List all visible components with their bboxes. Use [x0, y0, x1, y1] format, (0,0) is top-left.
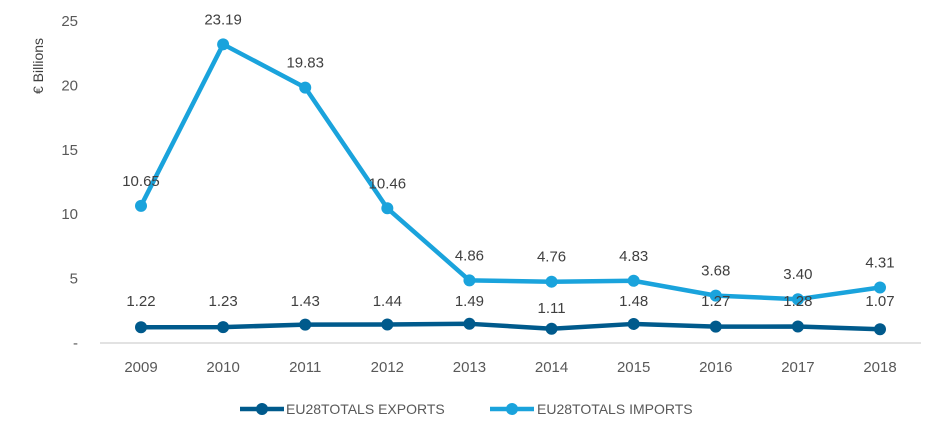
data-label-imports: 3.40: [783, 266, 812, 283]
y-axis-ticks: - 5 10 15 20 25: [61, 13, 78, 352]
data-point-exports: [135, 321, 147, 334]
legend-label: EU28TOTALS IMPORTS: [537, 401, 693, 417]
data-point-exports: [217, 321, 230, 334]
data-label-exports: 1.49: [455, 293, 484, 310]
data-label-imports: 4.86: [455, 247, 484, 264]
x-tick-label: 2011: [289, 359, 321, 376]
data-label-imports: 23.19: [204, 11, 242, 28]
data-label-exports: 1.43: [291, 293, 320, 310]
data-point-exports: [545, 322, 558, 335]
data-point-exports: [381, 318, 394, 331]
data-label-exports: 1.22: [126, 293, 155, 310]
data-point-exports: [791, 320, 804, 333]
x-tick-label: 2009: [124, 359, 157, 376]
data-label-imports: 10.46: [369, 175, 407, 192]
data-point-exports: [874, 323, 886, 336]
data-point-imports: [709, 289, 722, 302]
x-tick-label: 2010: [206, 359, 239, 376]
y-tick-label: 5: [70, 271, 78, 288]
data-point-exports: [709, 320, 722, 333]
legend-marker-icon: [256, 403, 268, 415]
data-label-imports: 4.31: [865, 254, 894, 271]
data-point-exports: [627, 317, 640, 330]
y-tick-label: 25: [61, 13, 78, 30]
x-tick-label: 2012: [371, 359, 404, 376]
series-line-imports: [138, 42, 881, 302]
data-point-exports: [463, 317, 476, 330]
data-label-exports: 1.48: [619, 293, 648, 310]
y-tick-label: 15: [61, 142, 78, 159]
data-point-exports: [299, 318, 312, 331]
legend: EU28TOTALS EXPORTS EU28TOTALS IMPORTS: [240, 401, 693, 417]
data-label-exports: 1.44: [373, 293, 402, 310]
data-label-exports: 1.07: [865, 293, 894, 310]
series-line-exports: [140, 321, 881, 332]
x-tick-label: 2018: [863, 359, 896, 376]
x-tick-label: 2014: [535, 359, 568, 376]
legend-marker-icon: [506, 403, 518, 415]
data-point-imports: [874, 281, 886, 294]
x-tick-label: 2015: [617, 359, 650, 376]
data-point-imports: [791, 293, 804, 306]
data-label-imports: 4.76: [537, 249, 566, 266]
legend-item-imports: EU28TOTALS IMPORTS: [490, 401, 693, 417]
data-point-imports: [135, 199, 147, 212]
y-tick-label: 20: [61, 77, 78, 94]
x-tick-label: 2017: [781, 359, 814, 376]
x-axis-ticks: 2009 2010 2011 2012 2013 2014 2015 2016 2017 2018: [124, 359, 896, 376]
data-point-imports: [463, 274, 476, 287]
y-tick-label: 10: [61, 206, 78, 223]
data-point-imports: [627, 274, 640, 287]
data-point-imports: [381, 202, 394, 215]
legend-label: EU28TOTALS EXPORTS: [286, 401, 445, 417]
x-tick-label: 2016: [699, 359, 732, 376]
data-point-imports: [299, 81, 312, 94]
y-tick-label: -: [73, 335, 78, 352]
x-tick-label: 2013: [453, 359, 486, 376]
data-label-imports: 10.65: [122, 173, 160, 190]
data-labels: 1.22 1.23 1.43 1.44 1.49 1.11 1.48 1.27 1.28 1.07…: [122, 11, 894, 317]
data-label-imports: 3.68: [701, 263, 730, 280]
y-axis-label: € Billions: [30, 38, 46, 94]
data-label-exports: 1.27: [701, 293, 730, 310]
data-label-exports: 1.28: [783, 293, 812, 310]
data-point-imports: [545, 275, 558, 288]
series-group: [135, 38, 886, 336]
legend-item-exports: EU28TOTALS EXPORTS: [240, 401, 445, 417]
data-label-exports: 1.23: [209, 293, 238, 310]
data-label-imports: 19.83: [286, 55, 324, 72]
data-label-exports: 1.11: [538, 300, 566, 317]
data-label-imports: 4.83: [619, 248, 648, 265]
data-point-imports: [217, 38, 230, 51]
